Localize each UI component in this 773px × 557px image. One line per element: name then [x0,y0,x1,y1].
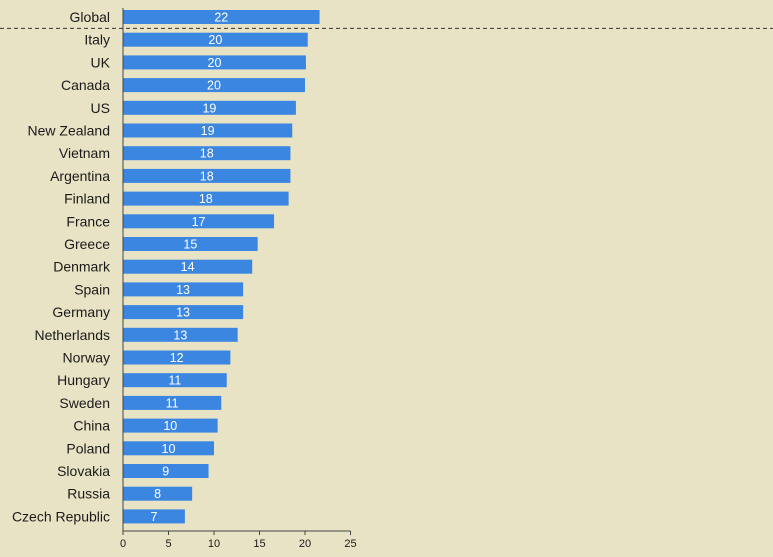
category-label-netherlands: Netherlands [35,327,111,343]
category-label-new-zealand: New Zealand [28,123,111,139]
data-label-russia: 8 [154,487,161,501]
bar-italy [123,32,308,47]
data-label-us: 19 [202,101,216,115]
bar-new-zealand [123,123,293,138]
category-label-russia: Russia [67,486,110,502]
bar-france [123,214,275,229]
data-label-france: 17 [192,215,206,229]
category-label-germany: Germany [52,304,110,320]
x-tick-label: 25 [344,538,356,550]
data-label-norway: 12 [170,351,184,365]
bar-global [123,10,320,24]
bar-uk [123,55,306,70]
bar-norway [123,350,231,365]
category-label-uk: UK [91,54,111,70]
data-label-italy: 20 [208,33,222,47]
data-label-spain: 13 [176,283,190,297]
bar-us [123,100,296,115]
data-label-czech-republic: 7 [150,510,157,524]
data-label-argentina: 18 [200,169,214,183]
x-axis: 0 5 10 15 20 25 [120,8,357,550]
bars-group: Global 22 Italy 20 UK 20 Canada 20 US 19 New Zeala… [0,9,773,524]
category-label-sweden: Sweden [59,395,110,411]
category-label-greece: Greece [64,236,110,252]
bar-germany [123,305,244,320]
bar-argentina [123,168,291,183]
data-label-denmark: 14 [181,260,195,274]
category-label-italy: Italy [84,32,110,48]
category-label-denmark: Denmark [53,259,111,275]
data-label-uk: 20 [208,56,222,70]
category-label-czech-republic: Czech Republic [12,508,110,524]
data-label-vietnam: 18 [200,147,214,161]
category-label-global: Global [70,9,110,25]
data-label-new-zealand: 19 [201,124,215,138]
x-tick-label: 5 [165,538,171,550]
x-tick-label: 0 [120,538,126,550]
bar-czech-republic [123,509,185,524]
bar-vietnam [123,146,291,161]
bar-slovakia [123,464,209,478]
bar-finland [123,191,289,206]
bar-netherlands [123,327,238,342]
bar-sweden [123,395,222,410]
data-label-germany: 13 [176,306,190,320]
category-label-slovakia: Slovakia [57,463,110,479]
data-label-global: 22 [214,11,228,25]
bar-greece [123,237,258,251]
bar-spain [123,282,244,297]
category-label-poland: Poland [66,440,110,456]
x-tick-label: 15 [253,538,265,550]
category-label-finland: Finland [64,191,110,207]
data-label-hungary: 11 [168,374,181,388]
category-label-canada: Canada [61,77,110,93]
data-label-sweden: 11 [166,396,179,410]
data-label-poland: 10 [162,442,176,456]
data-label-finland: 18 [199,192,213,206]
category-label-vietnam: Vietnam [59,145,110,161]
bar-russia [123,486,193,501]
x-tick-label: 20 [299,538,311,550]
bar-china [123,418,218,433]
data-label-greece: 15 [183,238,197,252]
x-tick-label: 10 [208,538,220,550]
category-label-us: US [91,100,110,116]
bar-hungary [123,373,227,388]
data-label-china: 10 [163,419,177,433]
bar-denmark [123,259,253,274]
category-label-hungary: Hungary [57,372,110,388]
bar-poland [123,441,214,456]
data-label-slovakia: 9 [162,465,169,479]
data-label-canada: 20 [207,79,221,93]
category-label-france: France [66,213,110,229]
bar-canada [123,78,305,93]
category-label-norway: Norway [63,350,110,366]
category-label-argentina: Argentina [50,168,110,184]
category-label-spain: Spain [74,281,110,297]
data-label-netherlands: 13 [173,328,187,342]
category-label-china: China [73,418,110,434]
